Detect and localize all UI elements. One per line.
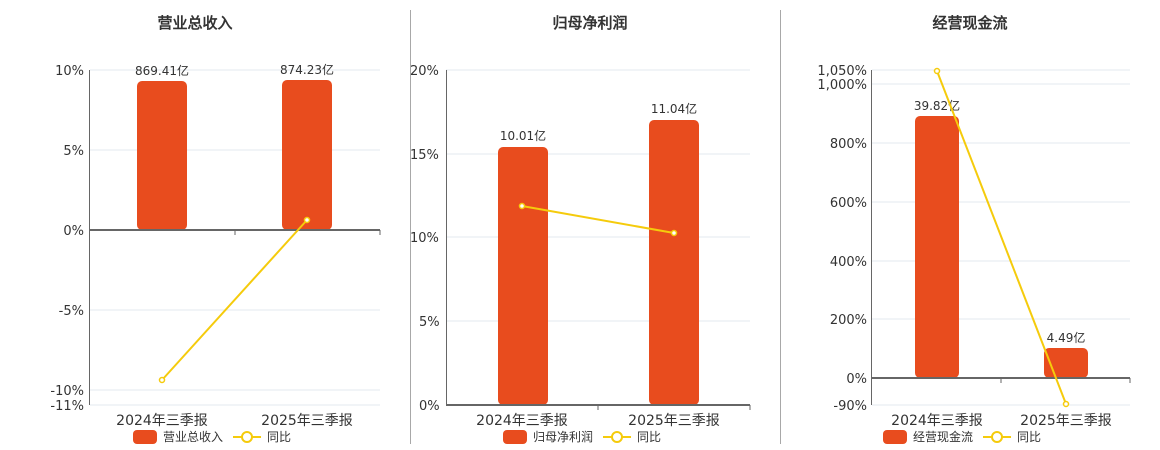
legend-bar-label[interactable]: 营业总收入	[163, 430, 224, 444]
yoy-point	[303, 216, 311, 224]
chart-plot: 10% 5% 0% -5% -10% -11% 869.41亿 874.23亿 …	[50, 62, 381, 429]
svg-text:2025年三季报: 2025年三季报	[628, 413, 720, 429]
chart-title: 归母净利润	[552, 14, 628, 32]
svg-text:10.01亿: 10.01亿	[500, 128, 546, 143]
grid-lines	[446, 69, 750, 322]
legend-line-label[interactable]: 同比	[1017, 430, 1042, 444]
svg-text:0%: 0%	[63, 224, 84, 239]
svg-text:10%: 10%	[410, 231, 439, 246]
svg-text:4.49亿: 4.49亿	[1047, 330, 1086, 345]
divider	[410, 10, 411, 444]
svg-text:-10%: -10%	[50, 384, 84, 399]
bar-labels: 10.01亿 11.04亿	[500, 101, 697, 143]
svg-text:5%: 5%	[63, 144, 84, 159]
legend: 营业总收入 同比	[133, 428, 291, 445]
svg-text:5%: 5%	[419, 315, 440, 330]
bar-2025	[649, 120, 699, 405]
svg-text:-11%: -11%	[50, 399, 84, 414]
chart-title: 经营现金流	[932, 14, 1008, 32]
divider	[780, 10, 781, 444]
legend-line-label[interactable]: 同比	[267, 430, 292, 444]
y-ticks: 10% 5% 0% -5% -10% -11%	[50, 64, 84, 414]
x-ticks: 2024年三季报 2025年三季报	[891, 413, 1112, 429]
legend-bar-swatch[interactable]	[883, 429, 907, 444]
legend-line-swatch[interactable]	[233, 430, 262, 444]
svg-text:2024年三季报: 2024年三季报	[476, 413, 568, 429]
y-ticks: 20% 15% 10% 5% 0%	[410, 64, 440, 414]
svg-text:0%: 0%	[419, 399, 440, 414]
svg-text:11.04亿: 11.04亿	[651, 101, 697, 116]
svg-text:-5%: -5%	[59, 304, 84, 319]
svg-text:1,050%: 1,050%	[817, 64, 867, 79]
chart-plot: 1,050% 1,000% 800% 600% 400% 200% 0% -90…	[817, 64, 1131, 429]
svg-text:869.41亿: 869.41亿	[135, 63, 189, 78]
svg-text:874.23亿: 874.23亿	[280, 62, 334, 77]
yoy-line	[161, 219, 308, 381]
bar-2024	[137, 81, 187, 230]
legend-bar-swatch[interactable]	[133, 429, 157, 444]
chart-operating-cashflow: 经营现金流 1,050% 1,000% 800% 600% 400% 200% …	[780, 0, 1160, 450]
legend-bar-swatch[interactable]	[503, 429, 527, 444]
yoy-line	[936, 70, 1067, 405]
svg-text:2024年三季报: 2024年三季报	[116, 413, 208, 429]
bar-2024	[915, 116, 959, 378]
legend-bar-label[interactable]: 归母净利润	[533, 430, 594, 444]
legend-line-label[interactable]: 同比	[637, 430, 662, 444]
chart-plot: 20% 15% 10% 5% 0% 10.01亿 11.04亿 2024年三季报…	[410, 64, 751, 429]
svg-text:2025年三季报: 2025年三季报	[1020, 413, 1112, 429]
bar-2024	[498, 147, 548, 405]
chart-title: 营业总收入	[157, 14, 233, 32]
legend-bar-label[interactable]: 经营现金流	[913, 430, 974, 444]
yoy-point	[518, 202, 526, 210]
svg-text:2025年三季报: 2025年三季报	[261, 413, 353, 429]
svg-text:200%: 200%	[830, 313, 867, 328]
chart-revenue: 营业总收入 10% 5% 0% -5% -10% -11% 869.41亿 87…	[0, 0, 410, 450]
svg-text:800%: 800%	[830, 137, 867, 152]
legend: 经营现金流 同比	[883, 428, 1041, 445]
svg-text:2024年三季报: 2024年三季报	[891, 413, 983, 429]
svg-text:600%: 600%	[830, 196, 867, 211]
legend: 归母净利润 同比	[503, 428, 661, 445]
yoy-point	[670, 229, 678, 237]
svg-text:15%: 15%	[410, 148, 439, 163]
legend-line-swatch[interactable]	[603, 430, 632, 444]
svg-text:-90%: -90%	[833, 399, 867, 414]
yoy-point	[158, 376, 166, 384]
x-ticks: 2024年三季报 2025年三季报	[116, 413, 353, 429]
grid-lines	[90, 69, 380, 406]
chart-net-profit: 归母净利润 20% 15% 10% 5% 0% 10.01亿 11.04亿 20…	[410, 0, 780, 450]
svg-text:1,000%: 1,000%	[817, 78, 867, 93]
y-ticks: 1,050% 1,000% 800% 600% 400% 200% 0% -90…	[817, 64, 867, 414]
svg-text:0%: 0%	[846, 372, 867, 387]
x-ticks: 2024年三季报 2025年三季报	[476, 413, 720, 429]
svg-text:10%: 10%	[55, 64, 84, 79]
svg-text:400%: 400%	[830, 255, 867, 270]
yoy-line	[521, 205, 675, 234]
yoy-point	[933, 67, 941, 75]
bar-2025	[282, 80, 332, 230]
bar-2025	[1044, 348, 1088, 378]
bar-labels: 869.41亿 874.23亿	[135, 62, 334, 78]
svg-text:20%: 20%	[410, 64, 439, 79]
yoy-point	[1062, 400, 1070, 408]
legend-line-swatch[interactable]	[983, 430, 1012, 444]
